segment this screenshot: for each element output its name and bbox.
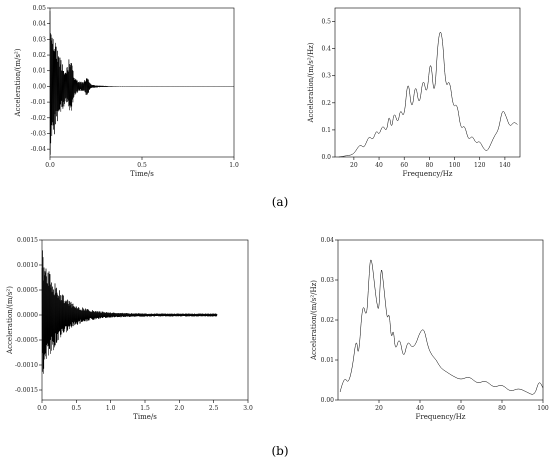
x-tick-label: 100 bbox=[449, 162, 461, 169]
x-tick-label: 3.0 bbox=[243, 405, 253, 412]
y-tick-label: 0.00 bbox=[321, 397, 335, 404]
x-tick-label: 0.5 bbox=[72, 405, 82, 412]
x-tick-label: 60 bbox=[400, 162, 408, 169]
y-tick-label: -0.0010 bbox=[15, 362, 38, 369]
y-tick-label: 0.03 bbox=[321, 277, 335, 284]
x-axis-label: Frequency/Hz bbox=[415, 413, 465, 421]
x-tick-label: 0.0 bbox=[45, 162, 55, 169]
series-line bbox=[41, 250, 218, 374]
series-line bbox=[49, 11, 234, 155]
y-tick-label: -0.01 bbox=[31, 99, 46, 106]
y-tick-label: 0.01 bbox=[321, 357, 334, 364]
plot-frame bbox=[334, 7, 521, 158]
series-line bbox=[338, 31, 518, 158]
x-tick-label: 140 bbox=[499, 162, 511, 169]
x-tick-label: 40 bbox=[416, 405, 424, 412]
chart-b-time: 0.0 0.5 1.0 1.5 2.0 2.5 3.0 -0.0015 -0.0010 -0.00… bbox=[6, 237, 253, 421]
y-tick-label: -0.0005 bbox=[15, 337, 38, 344]
x-tick-label: 100 bbox=[537, 405, 549, 412]
x-axis-label: Time/s bbox=[133, 413, 157, 421]
x-tick-label: 2.5 bbox=[209, 405, 219, 412]
y-tick-label: 0.0005 bbox=[17, 287, 38, 294]
y-tick-label: -0.03 bbox=[31, 130, 47, 137]
x-tick-label: 1.5 bbox=[140, 405, 150, 412]
y-tick-label: 0.05 bbox=[33, 5, 47, 12]
y-tick-label: 0.01 bbox=[33, 68, 46, 75]
chart-a-time: 0.0 0.5 1.0 -0.04 -0.03 -0.02 -0.01 0.00 0.01 0.0… bbox=[14, 5, 239, 178]
y-tick-label: 0.0000 bbox=[17, 312, 38, 319]
x-tick-label: 1.0 bbox=[229, 162, 239, 169]
y-tick-label: 0.2 bbox=[321, 100, 331, 107]
x-tick-label: 80 bbox=[426, 162, 434, 169]
y-tick-label: 0.02 bbox=[321, 317, 335, 324]
plot-frame bbox=[337, 239, 544, 401]
y-tick-label: 0.3 bbox=[321, 73, 331, 80]
y-tick-label: 0.5 bbox=[321, 19, 331, 26]
x-tick-label: 1.0 bbox=[106, 405, 116, 412]
y-tick-label: 0.4 bbox=[321, 46, 331, 53]
y-tick-label: -0.04 bbox=[31, 146, 47, 153]
chart-a-frequency: 20 40 60 80 100 120 140 0.0 0.1 0.2 0.3 0.4 0.5 Frequ… bbox=[307, 7, 521, 178]
x-tick-label: 40 bbox=[375, 162, 383, 169]
x-tick-label: 80 bbox=[498, 405, 506, 412]
y-axis-label: Acceleration/(m/s²/Hz) bbox=[310, 280, 318, 361]
y-tick-label: 0.02 bbox=[33, 52, 47, 59]
y-tick-label: 0.04 bbox=[33, 21, 47, 28]
y-tick-label: 0.1 bbox=[321, 127, 331, 134]
x-tick-label: 20 bbox=[350, 162, 358, 169]
y-tick-label: 0.00 bbox=[33, 83, 47, 90]
y-axis-label: Acceleration/(m/s²) bbox=[14, 48, 22, 117]
series-line bbox=[339, 259, 544, 395]
x-tick-label: 2.0 bbox=[175, 405, 185, 412]
y-tick-label: 0.03 bbox=[33, 36, 47, 43]
x-tick-label: 20 bbox=[375, 405, 383, 412]
plot-frame bbox=[49, 7, 235, 158]
panel-label-a: (a) bbox=[272, 195, 289, 209]
y-tick-label: -0.02 bbox=[31, 115, 47, 122]
x-tick-label: 60 bbox=[457, 405, 465, 412]
y-axis-label: Acceleration/(m/s²) bbox=[6, 286, 14, 355]
x-axis-label: Frequency/Hz bbox=[402, 170, 452, 178]
x-tick-label: 0.0 bbox=[37, 405, 47, 412]
x-tick-label: 120 bbox=[474, 162, 486, 169]
y-tick-label: 0.0015 bbox=[17, 237, 38, 244]
y-tick-label: 0.0 bbox=[321, 154, 331, 161]
y-tick-label: 0.04 bbox=[321, 237, 335, 244]
panel-label-b: (b) bbox=[271, 444, 288, 458]
y-axis-label: Acceleration/(m/s²/Hz) bbox=[307, 42, 315, 123]
x-tick-label: 0.5 bbox=[137, 162, 147, 169]
chart-b-frequency: 20 40 60 80 100 0.00 0.01 0.02 0.03 0.04 Frequency… bbox=[310, 237, 549, 421]
y-tick-label: 0.0010 bbox=[17, 262, 38, 269]
y-tick-label: -0.0015 bbox=[15, 387, 38, 394]
x-axis-label: Time/s bbox=[130, 170, 154, 178]
